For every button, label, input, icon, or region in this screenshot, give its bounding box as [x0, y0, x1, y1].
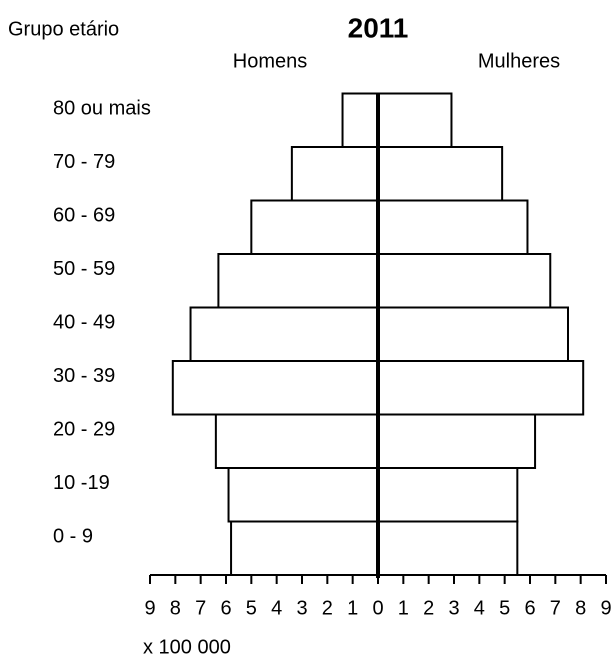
category-label: 30 - 39	[53, 365, 115, 387]
bar	[377, 92, 453, 148]
x-tick-label: 4	[271, 597, 282, 619]
x-tick-label: 9	[144, 597, 155, 619]
bar	[214, 413, 379, 469]
bar	[250, 199, 379, 255]
bar	[377, 199, 529, 255]
bar	[377, 146, 504, 202]
bar	[377, 360, 585, 416]
x-tick-label: 9	[600, 597, 611, 619]
x-tick-label: 0	[372, 597, 383, 619]
category-label: 40 - 49	[53, 312, 115, 334]
bar	[377, 253, 552, 309]
x-tick-label: 1	[398, 597, 409, 619]
x-tick-label: 8	[575, 597, 586, 619]
bar	[377, 413, 537, 469]
x-tick-label: 3	[448, 597, 459, 619]
chart-title: 2011	[348, 12, 409, 43]
bar	[290, 146, 379, 202]
bar	[230, 520, 379, 576]
x-tick-label: 2	[423, 597, 434, 619]
x-tick-label: 3	[296, 597, 307, 619]
x-tick-label: 2	[322, 597, 333, 619]
x-tick-label: 5	[499, 597, 510, 619]
bar	[227, 467, 379, 523]
category-label: 50 - 59	[53, 258, 115, 280]
x-tick-label: 7	[195, 597, 206, 619]
y-axis-label: Grupo etário	[8, 18, 119, 40]
category-label: 70 - 79	[53, 151, 115, 173]
x-axis-label: x 100 000	[143, 636, 231, 658]
bar	[217, 253, 379, 309]
legend-label: Homens	[233, 50, 307, 72]
category-label: 20 - 29	[53, 419, 115, 441]
category-label: 80 ou mais	[53, 98, 151, 120]
bar	[377, 306, 569, 362]
bar	[189, 306, 379, 362]
x-tick-label: 6	[524, 597, 535, 619]
x-tick-label: 6	[220, 597, 231, 619]
x-tick-label: 8	[170, 597, 181, 619]
category-label: 60 - 69	[53, 205, 115, 227]
bar	[377, 467, 519, 523]
bar	[377, 520, 519, 576]
legend-label: Mulheres	[478, 50, 560, 72]
bar	[341, 92, 379, 148]
x-tick-label: 1	[347, 597, 358, 619]
category-label: 0 - 9	[53, 526, 93, 548]
x-tick-label: 7	[550, 597, 561, 619]
bar	[171, 360, 379, 416]
category-label: 10 -19	[53, 472, 110, 494]
x-tick-label: 4	[474, 597, 485, 619]
x-tick-label: 5	[246, 597, 257, 619]
